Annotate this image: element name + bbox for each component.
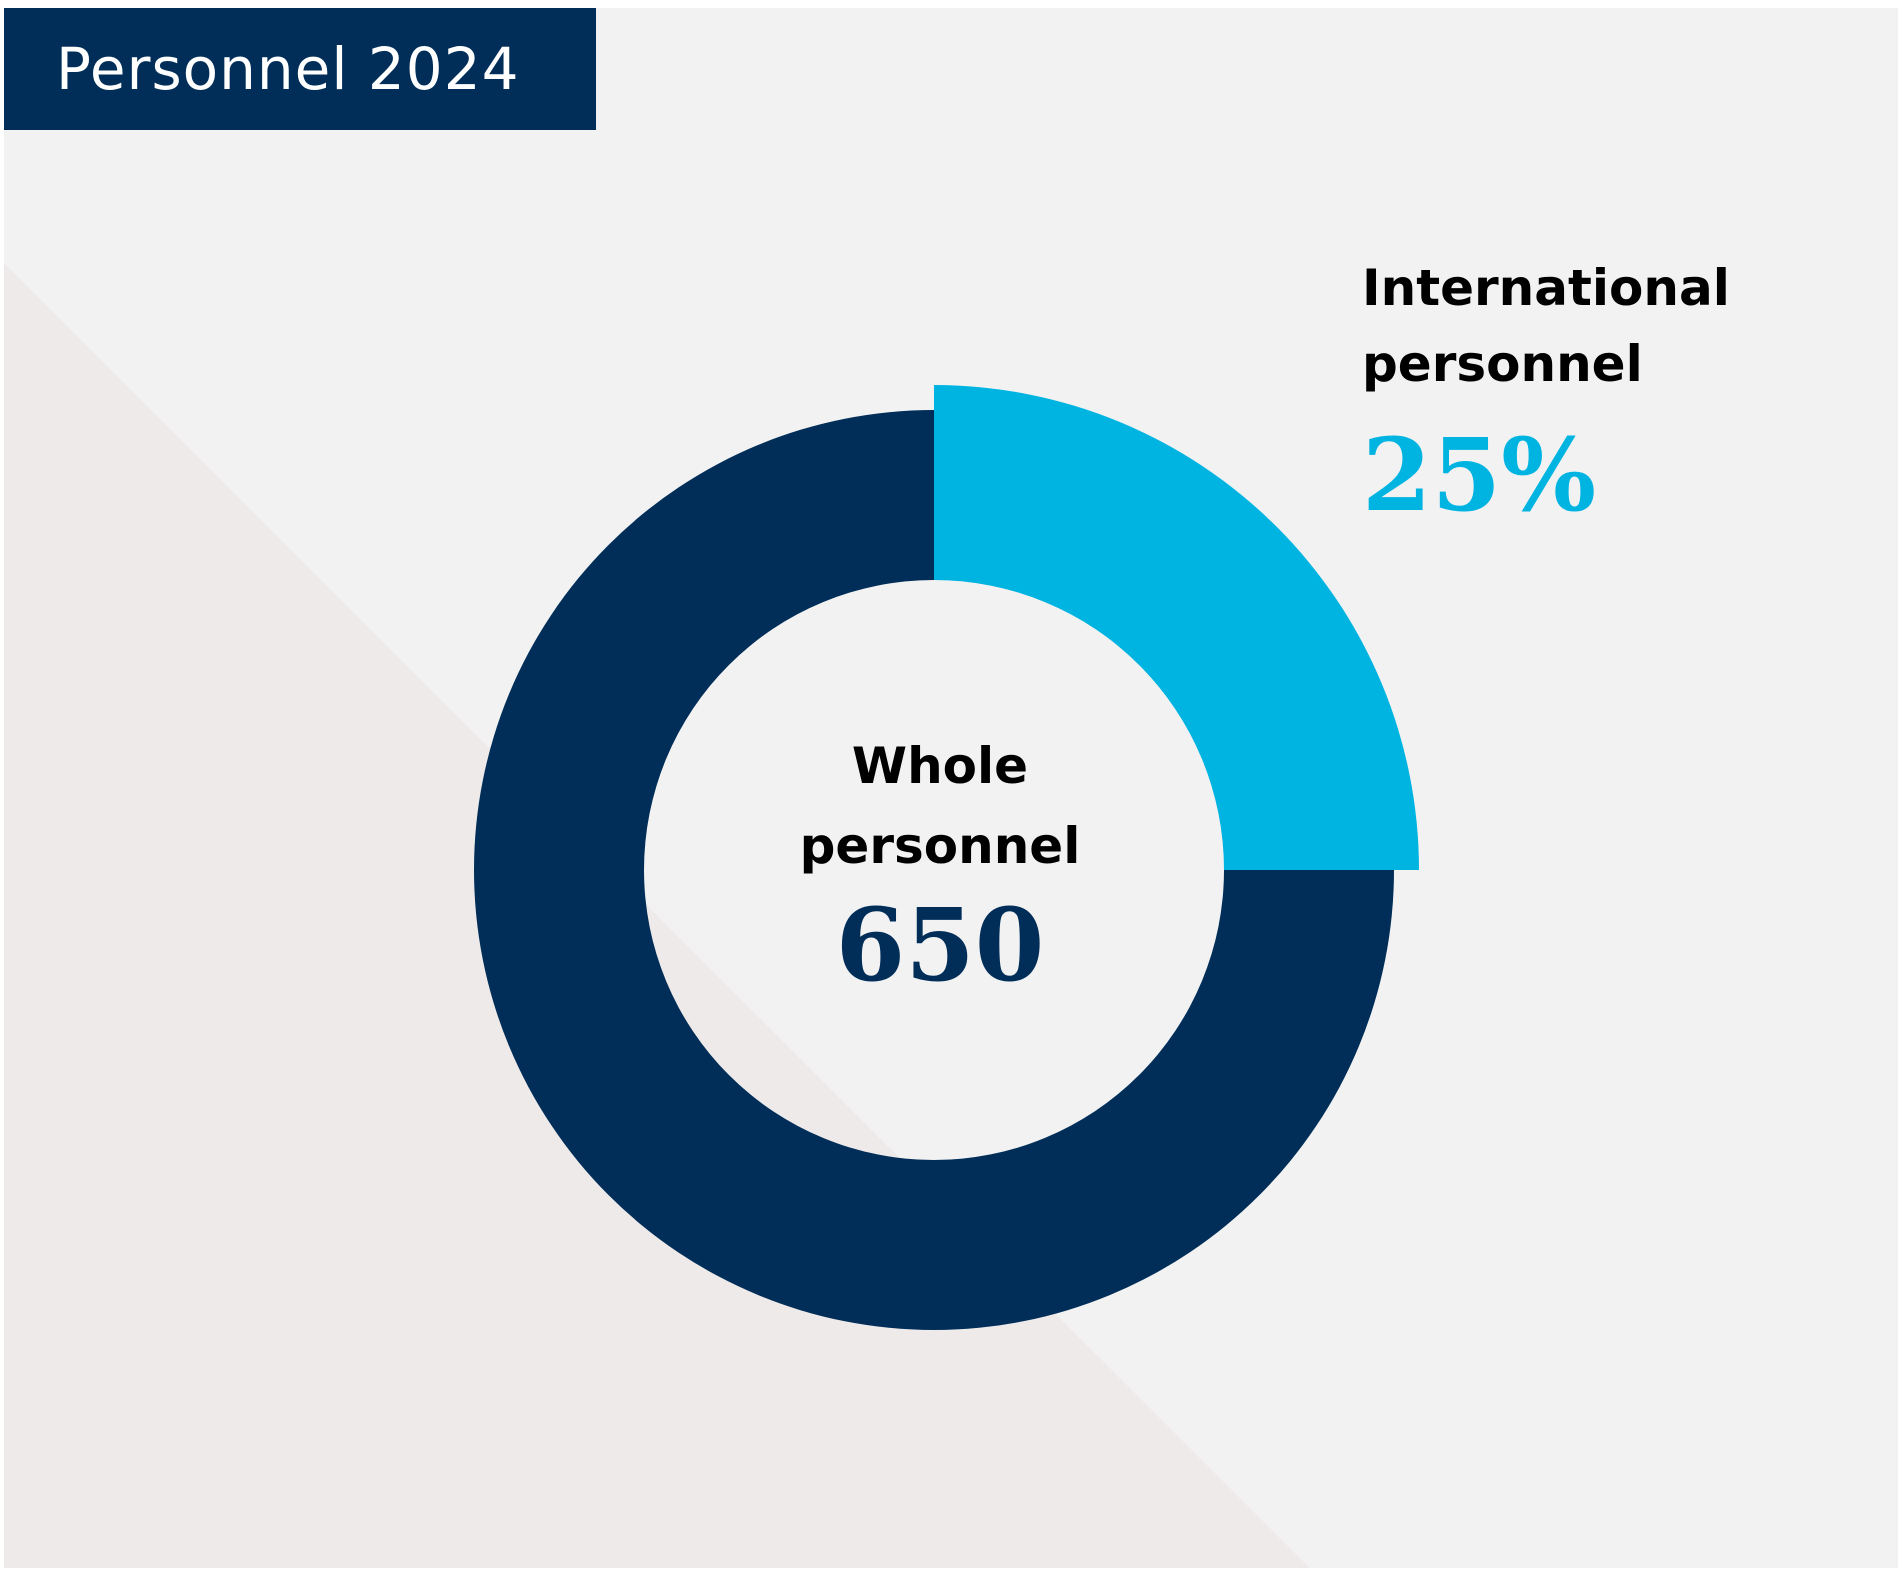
center-label-line2: personnel xyxy=(799,817,1081,875)
title-bar: Personnel 2024 xyxy=(4,8,596,130)
center-total-value: 650 xyxy=(835,886,1045,1004)
donut-slice-international xyxy=(934,385,1419,870)
chart-panel: Personnel 2024 Whole personnel 650 Inter… xyxy=(4,8,1898,1568)
international-percent-value: 25% xyxy=(1362,416,1597,534)
chart-title: Personnel 2024 xyxy=(56,35,520,103)
donut-slice-whole xyxy=(474,410,1394,1330)
center-label-line1: Whole xyxy=(851,737,1029,795)
international-label-line1: International xyxy=(1362,259,1730,317)
donut-chart xyxy=(474,385,1419,1330)
international-label-line2: personnel xyxy=(1362,335,1643,393)
